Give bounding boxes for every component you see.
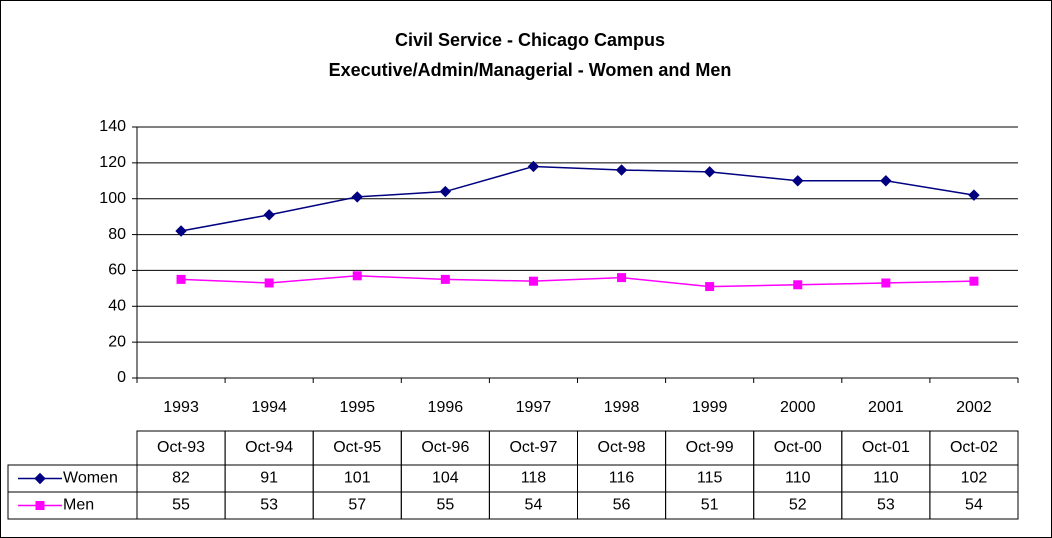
table-value: 116 (609, 470, 635, 487)
y-tick-label: 100 (99, 190, 126, 207)
table-header: Oct-98 (598, 439, 646, 456)
x-tick-label: 1995 (339, 399, 375, 416)
chart-subtitle: Executive/Admin/Managerial - Women and M… (329, 60, 732, 80)
data-point (439, 185, 452, 198)
series-line (181, 275, 974, 288)
data-point (792, 175, 804, 187)
data-point (793, 280, 803, 290)
series-line (180, 165, 975, 232)
data-point (968, 189, 980, 201)
y-tick-label: 80 (108, 226, 126, 243)
table-header: Oct-97 (509, 439, 557, 456)
table-value: 115 (697, 470, 723, 487)
legend-marker (34, 472, 46, 485)
data-point (527, 160, 540, 173)
y-tick-label: 60 (108, 262, 126, 279)
table-header: Oct-95 (333, 439, 381, 456)
table-cell (929, 491, 1019, 520)
table-value: 55 (172, 497, 190, 514)
y-tick-label: 0 (117, 369, 126, 386)
legend-label: Women (63, 470, 118, 487)
table-value: 55 (436, 497, 454, 514)
data-point (528, 276, 538, 286)
data-point (617, 273, 627, 283)
table-value: 54 (965, 497, 983, 514)
legend-marker (35, 501, 45, 510)
data-point (703, 166, 716, 178)
table-header: Oct-94 (245, 439, 293, 456)
table-header: Oct-01 (862, 439, 910, 456)
table-value: 102 (961, 470, 988, 487)
data-point (351, 191, 363, 203)
y-tick-label: 20 (108, 333, 126, 350)
data-point (440, 274, 450, 284)
table-value: 52 (789, 497, 807, 514)
data-point (352, 271, 362, 281)
table-header: Oct-96 (421, 439, 469, 456)
table-header: Oct-02 (950, 439, 998, 456)
data-point (615, 164, 628, 176)
data-point (176, 274, 186, 284)
data-point (969, 276, 979, 286)
data-point (175, 225, 187, 237)
table-value: 53 (260, 497, 278, 514)
x-tick-label: 1997 (516, 399, 552, 416)
table-value: 82 (172, 470, 190, 487)
y-tick-label: 120 (99, 154, 126, 171)
x-tick-label: 1994 (251, 399, 287, 416)
table-value: 104 (432, 470, 459, 487)
table-header: Oct-99 (686, 439, 734, 456)
data-point (263, 209, 275, 221)
legend-label: Men (63, 497, 94, 514)
table-value: 57 (348, 497, 366, 514)
y-tick-label: 140 (99, 118, 126, 135)
table-value: 110 (873, 470, 899, 487)
table-value: 91 (260, 470, 278, 487)
chart-title: Civil Service - Chicago Campus (395, 30, 665, 50)
x-tick-label: 2002 (956, 399, 992, 416)
table-value: 110 (785, 470, 811, 487)
x-tick-label: 1996 (428, 399, 464, 416)
table-value: 101 (344, 470, 371, 487)
y-tick-label: 40 (108, 298, 126, 315)
x-tick-label: 2000 (780, 399, 816, 416)
table-value: 118 (521, 470, 547, 487)
data-point (705, 282, 715, 292)
x-tick-label: 1998 (604, 399, 640, 416)
data-point (264, 278, 274, 288)
x-tick-label: 1999 (692, 399, 728, 416)
data-point (881, 278, 891, 288)
data-point (880, 175, 892, 187)
table-value: 54 (525, 497, 543, 514)
table-value: 53 (877, 497, 895, 514)
table-header: Oct-93 (157, 439, 205, 456)
x-tick-label: 2001 (868, 399, 904, 416)
table-value: 56 (613, 497, 631, 514)
x-tick-label: 1993 (163, 399, 199, 416)
table-header: Oct-00 (774, 439, 822, 456)
table-value: 51 (701, 497, 719, 514)
